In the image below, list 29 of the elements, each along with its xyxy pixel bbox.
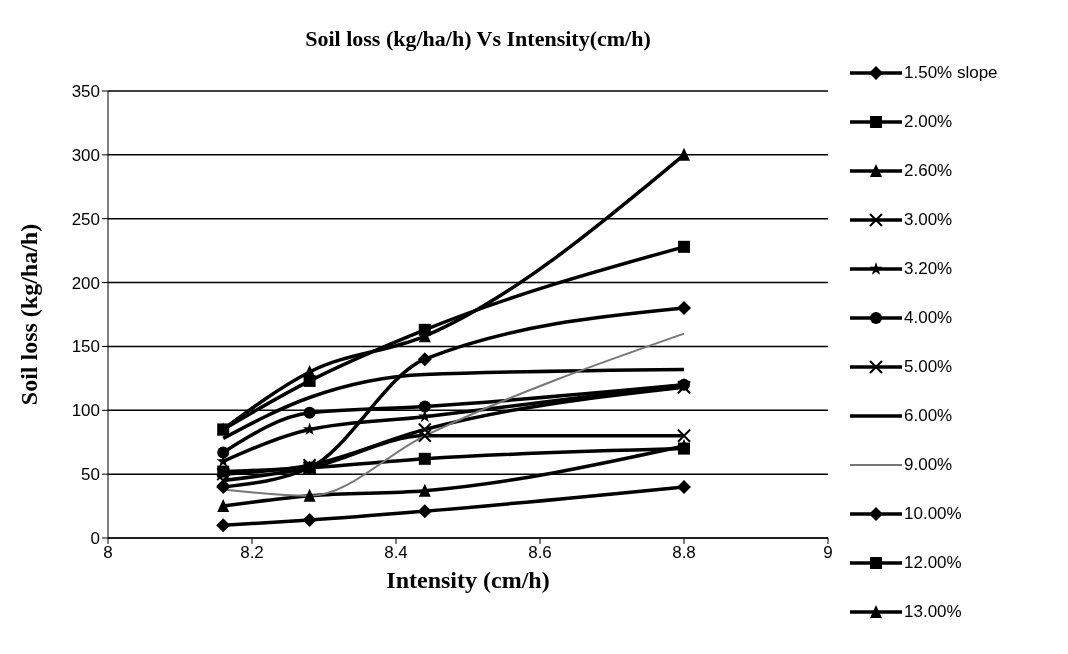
y-tick-label: 350	[71, 82, 100, 102]
x-tick-label: 8.4	[384, 543, 408, 563]
legend-label: 2.00%	[904, 111, 953, 132]
y-tick-label: 250	[71, 209, 100, 229]
x-tick-label: 8.2	[240, 543, 264, 563]
legend-label: 9.00%	[904, 454, 953, 475]
y-axis-title: Soil loss (kg/ha/h)	[15, 223, 42, 406]
y-tick-label: 50	[81, 465, 100, 485]
legend-label: 2.60%	[904, 160, 953, 181]
legend-label: 1.50% slope	[904, 62, 998, 83]
legend-label: 3.00%	[904, 209, 953, 230]
x-axis-title: Intensity (cm/h)	[386, 567, 550, 593]
x-tick-label: 9	[823, 543, 833, 563]
chart-title: Soil loss (kg/ha/h) Vs Intensity(cm/h)	[304, 26, 652, 52]
x-tick-label: 8.8	[672, 543, 696, 563]
y-tick-label: 100	[71, 401, 100, 421]
y-tick-label: 200	[71, 273, 100, 293]
y-tick-label: 300	[71, 145, 100, 165]
y-tick-label: 150	[71, 337, 100, 357]
legend-label: 5.00%	[904, 356, 953, 377]
legend-label: 12.00%	[904, 552, 962, 573]
legend-label: 10.00%	[904, 503, 962, 524]
x-tick-label: 8.6	[528, 543, 552, 563]
legend-label: 3.20%	[904, 258, 953, 279]
y-tick-label: 0	[90, 529, 100, 549]
legend-label: 6.00%	[904, 405, 953, 426]
legend-label: 4.00%	[904, 307, 953, 328]
x-tick-label: 8	[103, 543, 113, 563]
legend-label: 13.00%	[904, 601, 962, 622]
